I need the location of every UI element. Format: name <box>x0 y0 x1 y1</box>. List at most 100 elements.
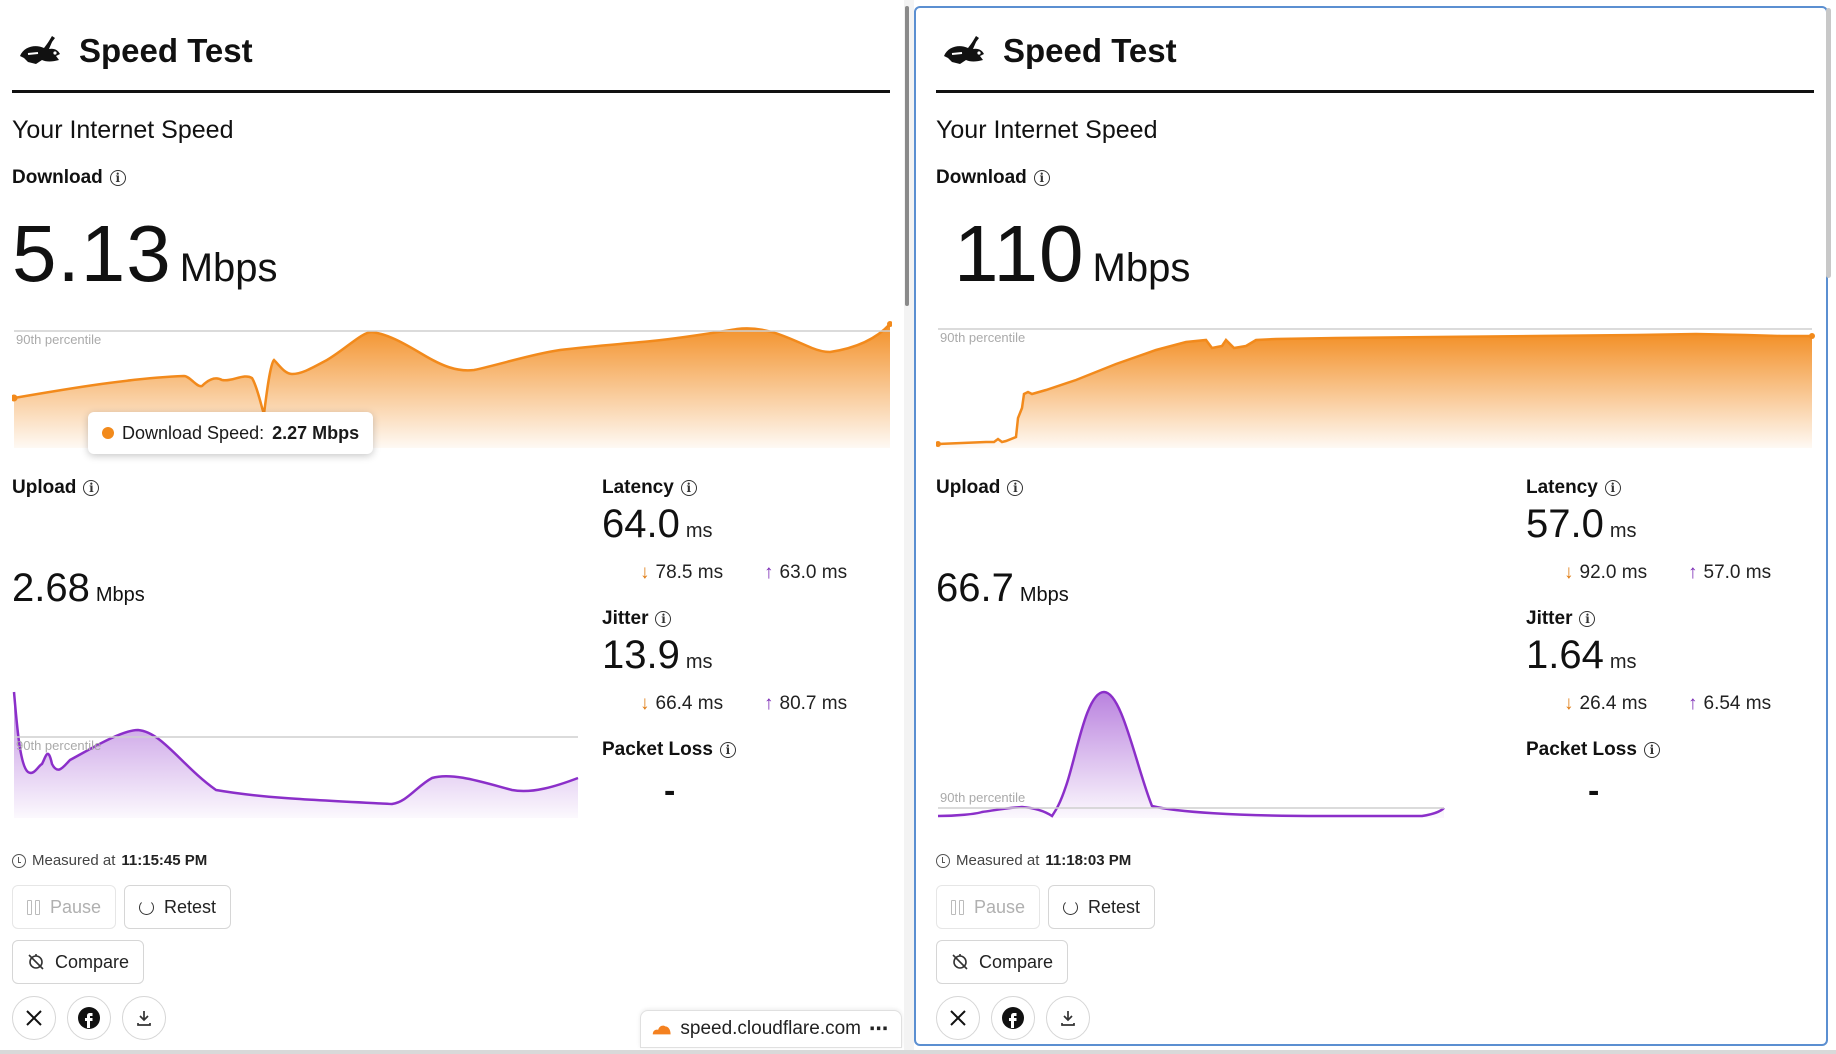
download-label-text: Download <box>12 167 103 188</box>
measured-time: 11:15:45 PM <box>121 852 208 869</box>
download-value: 110 <box>954 209 1085 298</box>
scrollbar[interactable] <box>1826 8 1831 278</box>
pane-divider[interactable] <box>904 0 914 1054</box>
header: Speed Test <box>12 26 890 93</box>
latency-label: Latency i <box>1526 477 1621 499</box>
info-icon[interactable]: i <box>719 742 736 758</box>
percentile-label: 90th percentile <box>940 330 1025 345</box>
retest-icon <box>1063 899 1078 915</box>
measured-at: Measured at 11:15:45 PM <box>12 852 207 869</box>
retest-button[interactable]: Retest <box>124 885 232 929</box>
rabbit-logo-icon <box>20 36 60 64</box>
measured-prefix: Measured at <box>32 852 116 869</box>
compare-button[interactable]: Compare <box>936 940 1069 984</box>
upload-speed: 66.7 Mbps <box>936 566 1069 611</box>
latency-label-text: Latency <box>602 477 674 498</box>
upload-label-text: Upload <box>936 477 1001 498</box>
latency-up-value: 57.0 ms <box>1703 562 1772 583</box>
share-facebook-button[interactable] <box>991 996 1035 1040</box>
arrow-down-icon: ↓ <box>640 562 650 583</box>
pane-content: Speed Test Your Internet Speed Download … <box>936 0 1834 1054</box>
info-icon[interactable]: i <box>655 611 672 627</box>
scrollbar[interactable] <box>905 6 909 306</box>
info-icon[interactable]: i <box>1007 480 1024 496</box>
share-x-button[interactable] <box>12 996 56 1040</box>
upload-chart[interactable]: 90th percentile <box>936 686 1516 818</box>
speedtest-pane-right: Speed Test Your Internet Speed Download … <box>914 0 1834 1054</box>
latency-label: Latency i <box>602 477 697 499</box>
jitter-number: 13.9 <box>602 633 680 677</box>
latency-number: 64.0 <box>602 502 680 546</box>
download-chart[interactable]: 90th percentile <box>936 318 1826 448</box>
arrow-down-icon: ↓ <box>1564 693 1574 714</box>
download-unit: Mbps <box>1092 246 1191 290</box>
pause-button[interactable]: Pause <box>936 885 1041 929</box>
latency-value: 64.0 ms <box>602 502 713 547</box>
series-dot <box>102 427 114 439</box>
window-bottom-edge <box>0 1050 1836 1054</box>
jitter-label: Jitter i <box>602 608 672 630</box>
upload-chart[interactable]: 90th percentile <box>12 686 584 818</box>
section-title: Your Internet Speed <box>12 116 234 144</box>
compare-button[interactable]: Compare <box>12 940 145 984</box>
info-icon[interactable]: i <box>1604 480 1621 496</box>
compare-icon <box>28 954 44 970</box>
app-title: Speed Test <box>1003 32 1177 69</box>
latency-down: ↓ 92.0 ms <box>1564 562 1647 584</box>
arrow-down-icon: ↓ <box>1564 562 1574 583</box>
info-icon[interactable]: i <box>1579 611 1596 627</box>
retest-label: Retest <box>164 896 217 917</box>
jitter-up: ↑ 80.7 ms <box>764 693 847 715</box>
share-x-button[interactable] <box>936 996 980 1040</box>
pause-button[interactable]: Pause <box>12 885 117 929</box>
section-title: Your Internet Speed <box>936 116 1158 144</box>
share-facebook-button[interactable] <box>67 996 111 1040</box>
x-logo-icon <box>26 1010 42 1026</box>
jitter-down-value: 26.4 ms <box>1579 693 1648 714</box>
rabbit-logo-icon <box>944 36 984 64</box>
jitter-unit: ms <box>1609 651 1637 673</box>
latency-unit: ms <box>1609 520 1637 542</box>
pause-icon <box>27 899 40 915</box>
download-point <box>1809 333 1815 339</box>
download-point <box>12 394 18 402</box>
latency-unit: ms <box>685 520 713 542</box>
latency-up: ↑ 63.0 ms <box>764 562 847 584</box>
retest-label: Retest <box>1088 896 1141 917</box>
jitter-label-text: Jitter <box>1526 608 1573 629</box>
facebook-icon <box>1002 1007 1024 1029</box>
download-results-button[interactable] <box>1046 996 1090 1040</box>
info-icon[interactable]: i <box>1643 742 1660 758</box>
arrow-up-icon: ↑ <box>1688 693 1698 714</box>
download-speed: 110 Mbps <box>954 208 1190 300</box>
info-icon[interactable]: i <box>680 480 697 496</box>
retest-button[interactable]: Retest <box>1048 885 1156 929</box>
tooltip-value: 2.27 Mbps <box>272 422 360 443</box>
url-pill[interactable]: speed.cloudflare.com ⋯ <box>640 1010 902 1048</box>
facebook-icon <box>78 1007 100 1029</box>
arrow-down-icon: ↓ <box>640 693 650 714</box>
download-point <box>936 441 941 447</box>
upload-label: Upload i <box>12 477 100 499</box>
upload-speed: 2.68 Mbps <box>12 566 145 611</box>
download-label-text: Download <box>936 167 1027 188</box>
download-results-button[interactable] <box>122 996 166 1040</box>
latency-label-text: Latency <box>1526 477 1598 498</box>
upload-area <box>14 692 578 818</box>
info-icon[interactable]: i <box>109 170 126 186</box>
latency-up: ↑ 57.0 ms <box>1688 562 1771 584</box>
pause-label: Pause <box>50 896 102 917</box>
upload-unit: Mbps <box>95 584 145 606</box>
download-tooltip: Download Speed: 2.27 Mbps <box>88 412 374 454</box>
packet-loss-value: - <box>664 772 676 810</box>
upload-value: 66.7 <box>936 566 1014 610</box>
compare-icon <box>952 954 968 970</box>
clock-icon <box>936 853 950 868</box>
info-icon[interactable]: i <box>83 480 100 496</box>
more-icon[interactable]: ⋯ <box>869 1018 889 1040</box>
jitter-up-value: 6.54 ms <box>1703 693 1772 714</box>
cloudflare-logo-icon <box>652 1025 671 1035</box>
measured-prefix: Measured at <box>956 852 1040 869</box>
packet-loss-value: - <box>1588 772 1600 810</box>
info-icon[interactable]: i <box>1033 170 1050 186</box>
